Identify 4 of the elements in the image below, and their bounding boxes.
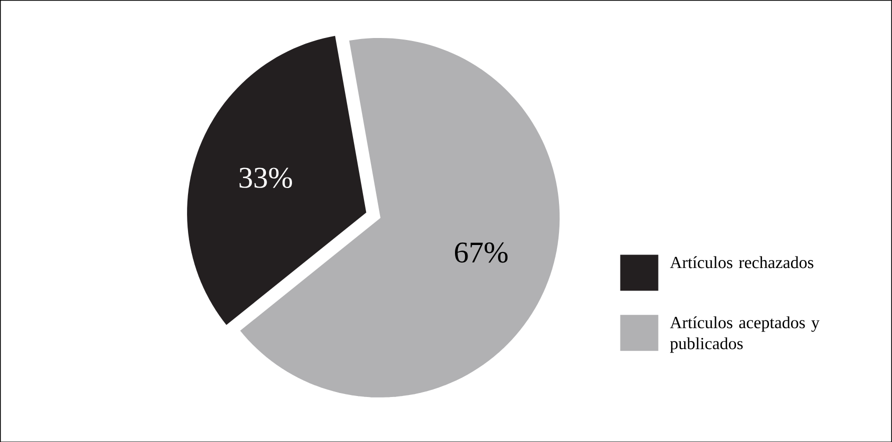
legend-label: Artículos aceptados y publicados bbox=[670, 316, 820, 353]
data-label: 67% bbox=[454, 242, 508, 263]
data-label: 33% bbox=[240, 168, 292, 188]
legend-label: Artículos rechazados bbox=[670, 256, 814, 268]
